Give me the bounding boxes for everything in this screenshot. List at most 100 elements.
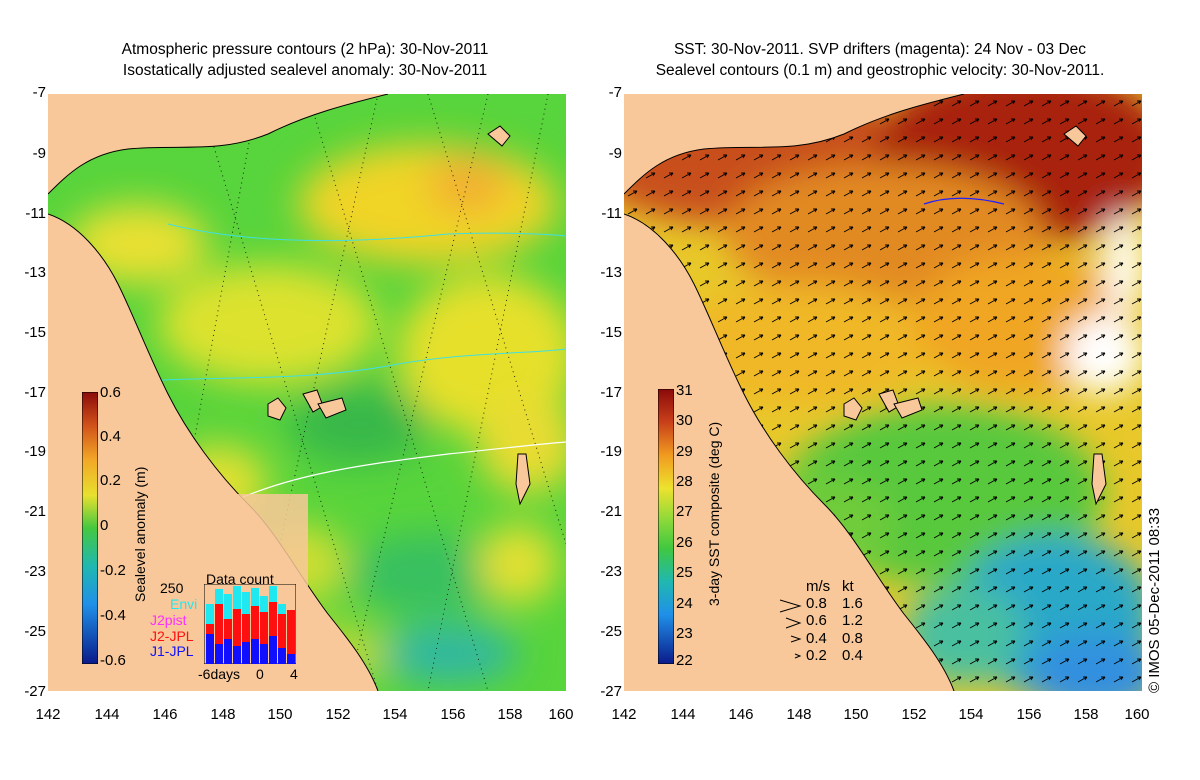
data-count-bar bbox=[215, 589, 223, 664]
data-count-bar bbox=[224, 594, 232, 664]
right-x-tick: 158 bbox=[1073, 706, 1099, 723]
velocity-legend-kt: 1.6 bbox=[842, 595, 863, 612]
left-map-svg bbox=[48, 94, 566, 691]
right-y-tick: -11 bbox=[601, 205, 622, 222]
velocity-legend-header-kt: kt bbox=[842, 578, 854, 595]
data-count-bar bbox=[269, 586, 277, 664]
sst-colorbar-tick: 23 bbox=[676, 625, 693, 642]
right-x-tick: 144 bbox=[670, 706, 696, 723]
right-x-tick: 160 bbox=[1124, 706, 1150, 723]
right-y-tick: -7 bbox=[608, 84, 622, 101]
sealevel-colorbar-tick: 0.6 bbox=[100, 384, 121, 401]
velocity-legend-ms: 0.8 bbox=[806, 595, 827, 612]
velocity-legend-ms: 0.4 bbox=[806, 630, 827, 647]
right-y-tick: -13 bbox=[600, 264, 622, 281]
right-x-tick: 154 bbox=[958, 706, 984, 723]
right-x-tick: 150 bbox=[843, 706, 869, 723]
left-y-tick: -21 bbox=[24, 503, 46, 520]
right-y-tick: -27 bbox=[600, 683, 622, 700]
velocity-legend-kt: 0.8 bbox=[842, 630, 863, 647]
sst-colorbar-tick: 28 bbox=[676, 473, 693, 490]
left-x-tick: 148 bbox=[210, 706, 236, 723]
velocity-arrow-0.6 bbox=[785, 617, 802, 629]
right-y-tick: -25 bbox=[600, 623, 622, 640]
sst-colorbar-tick: 22 bbox=[676, 652, 693, 669]
sst-colorbar-tick: 29 bbox=[676, 443, 693, 460]
left-map-panel bbox=[48, 94, 566, 691]
right-x-tick: 146 bbox=[728, 706, 754, 723]
sealevel-colorbar-tick: 0.4 bbox=[100, 428, 121, 445]
left-y-tick: -7 bbox=[32, 84, 46, 101]
sealevel-colorbar-tick: -0.6 bbox=[100, 652, 126, 669]
data-count-y-tick: 250 bbox=[160, 580, 184, 596]
left-y-tick: -15 bbox=[24, 324, 46, 341]
sst-colorbar-tick: 30 bbox=[676, 412, 693, 429]
right-y-tick: -19 bbox=[600, 443, 622, 460]
left-y-tick: -23 bbox=[24, 563, 46, 580]
right-y-tick: -17 bbox=[600, 384, 622, 401]
sst-colorbar-label: 3-day SST composite (deg C) bbox=[706, 421, 722, 606]
right-map-svg bbox=[624, 94, 1142, 691]
right-y-tick: -9 bbox=[608, 145, 622, 162]
sst-colorbar-tick: 26 bbox=[676, 534, 693, 551]
left-x-tick: 160 bbox=[548, 706, 574, 723]
left-x-tick: 158 bbox=[497, 706, 523, 723]
right-title-line1: SST: 30-Nov-2011. SVP drifters (magenta)… bbox=[673, 41, 1087, 58]
right-y-tick: -15 bbox=[600, 324, 622, 341]
imos-credit: © IMOS 05-Dec-2011 08:33 bbox=[1146, 507, 1163, 693]
data-count-bar bbox=[260, 596, 268, 664]
data-count-bar bbox=[287, 610, 295, 664]
left-x-tick: 142 bbox=[35, 706, 61, 723]
sealevel-colorbar-tick: 0.2 bbox=[100, 472, 121, 489]
velocity-arrow-0.8 bbox=[779, 599, 802, 613]
legend-j1-jpl: J1-JPL bbox=[150, 643, 194, 659]
right-x-tick: 142 bbox=[611, 706, 637, 723]
right-y-tick: -21 bbox=[600, 503, 622, 520]
left-x-tick: 144 bbox=[94, 706, 120, 723]
data-count-title: Data count bbox=[206, 571, 274, 587]
data-count-bar bbox=[278, 604, 286, 664]
left-y-tick: -27 bbox=[24, 683, 46, 700]
islands bbox=[843, 125, 1107, 506]
sealevel-colorbar-tick: -0.4 bbox=[100, 607, 126, 624]
velocity-arrow-0.2 bbox=[794, 653, 802, 659]
legend-j2-jpl: J2-JPL bbox=[150, 628, 194, 644]
sst-colorbar-tick: 31 bbox=[676, 382, 693, 399]
data-count-x-tick: 0 bbox=[256, 666, 264, 682]
left-y-tick: -17 bbox=[24, 384, 46, 401]
sealevel-colorbar-gradient bbox=[82, 392, 98, 664]
data-count-bar bbox=[242, 592, 250, 664]
left-x-tick: 154 bbox=[382, 706, 408, 723]
right-x-tick: 148 bbox=[786, 706, 812, 723]
right-x-tick: 152 bbox=[901, 706, 927, 723]
right-map-panel bbox=[624, 94, 1142, 691]
left-title-line1: Atmospheric pressure contours (2 hPa): 3… bbox=[121, 41, 489, 58]
left-x-tick: 152 bbox=[325, 706, 351, 723]
sst-colorbar-tick: 24 bbox=[676, 595, 693, 612]
right-title-line2: Sealevel contours (0.1 m) and geostrophi… bbox=[655, 62, 1105, 79]
left-y-tick: -11 bbox=[25, 205, 46, 222]
velocity-legend-ms: 0.2 bbox=[806, 647, 827, 664]
sst-colorbar-tick: 27 bbox=[676, 503, 693, 520]
left-title-line2: Isostatically adjusted sealevel anomaly:… bbox=[122, 62, 488, 79]
data-count-bars bbox=[204, 584, 296, 664]
velocity-legend-kt: 1.2 bbox=[842, 612, 863, 629]
left-y-tick: -13 bbox=[24, 264, 46, 281]
left-y-tick: -9 bbox=[32, 145, 46, 162]
right-y-tick: -23 bbox=[600, 563, 622, 580]
data-count-bar bbox=[251, 588, 259, 664]
data-count-x-tick: 4 bbox=[290, 666, 298, 682]
velocity-arrow-0.4 bbox=[790, 635, 802, 643]
left-x-tick: 156 bbox=[440, 706, 466, 723]
sealevel-colorbar-tick: -0.2 bbox=[100, 562, 126, 579]
sealevel-colorbar-label: Sealevel anomaly (m) bbox=[132, 466, 148, 602]
sst-colorbar-gradient bbox=[658, 389, 674, 664]
left-y-tick: -19 bbox=[24, 443, 46, 460]
data-count-bar bbox=[206, 604, 214, 664]
left-x-tick: 150 bbox=[267, 706, 293, 723]
sst-colorbar-tick: 25 bbox=[676, 564, 693, 581]
velocity-legend-header-ms: m/s bbox=[806, 578, 831, 595]
velocity-legend-kt: 0.4 bbox=[842, 647, 863, 664]
legend-envi: Envi bbox=[170, 596, 198, 612]
velocity-legend-arrows bbox=[779, 599, 802, 659]
